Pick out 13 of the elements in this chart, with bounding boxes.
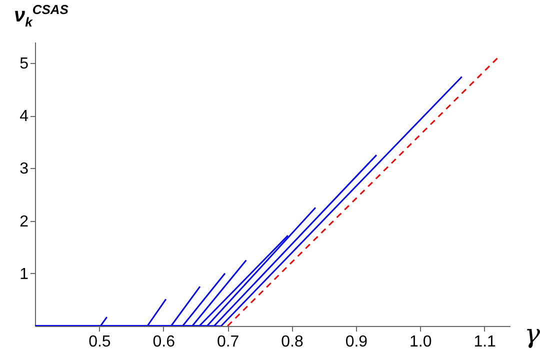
x-axis-title: γ (524, 320, 540, 350)
x-tick-label: 0.7 (216, 334, 240, 350)
y-tick-label: 4 (20, 108, 29, 126)
x-tick-label: 1.0 (410, 334, 432, 350)
y-tick-label: 5 (20, 56, 29, 73)
x-tick-label: 1.1 (474, 334, 496, 350)
x-tick-label: 0.9 (345, 334, 368, 350)
y-tick-label: 2 (20, 213, 29, 230)
y-tick-label: 1 (20, 266, 29, 283)
x-tick-label: 0.5 (88, 334, 111, 350)
x-tick-label: 0.8 (281, 334, 304, 350)
x-tick-label: 0.6 (152, 334, 176, 350)
y-tick-label: 3 (20, 160, 29, 178)
